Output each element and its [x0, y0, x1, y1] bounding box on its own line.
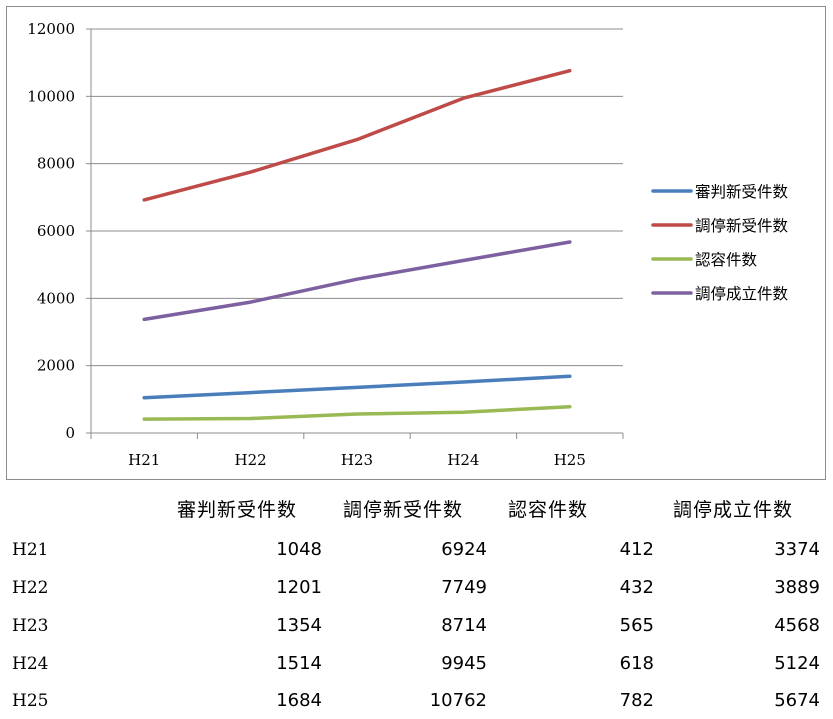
- series-line: [142, 374, 572, 400]
- x-tick-label: H24: [447, 451, 479, 469]
- table-cell: 565: [619, 615, 654, 636]
- table-cell: 1514: [276, 653, 322, 674]
- table-cell: 5124: [774, 653, 820, 674]
- y-tick-label: 10000: [27, 87, 75, 105]
- table-cell: 7749: [441, 577, 487, 598]
- y-tick-label: 0: [65, 424, 75, 442]
- x-tick-label: H22: [235, 451, 267, 469]
- table-cell: 1354: [276, 615, 322, 636]
- line-chart: 0 2000 4000 6000 8000 10000 12000 H21 H22 H23 H24…: [27, 20, 789, 469]
- series-lines: [142, 68, 572, 421]
- table-row: H24 1514 9945 618 5124: [0, 646, 833, 682]
- y-tick-labels: 0 2000 4000 6000 8000 10000 12000: [27, 20, 75, 442]
- table-cell: 8714: [441, 615, 487, 636]
- table-cell: 9945: [441, 653, 487, 674]
- x-tick-label: H25: [554, 451, 586, 469]
- x-tick-label: H21: [128, 451, 160, 469]
- table-row: H23 1354 8714 565 4568: [0, 608, 833, 644]
- legend-label: 調停新受件数: [695, 217, 789, 235]
- table-cell: 10762: [429, 690, 487, 711]
- x-tick-labels: H21 H22 H23 H24 H25: [128, 451, 586, 469]
- table-cell: 1684: [276, 690, 322, 711]
- table-cell: 412: [619, 539, 654, 560]
- table-row-label: H21: [12, 540, 49, 560]
- table-cell: 618: [619, 653, 654, 674]
- x-tick-label: H23: [341, 451, 373, 469]
- table-cell: 782: [619, 690, 654, 711]
- table-row: H21 1048 6924 412 3374: [0, 532, 833, 568]
- table-header-row: 審判新受件数 調停新受件数 認容件数 調停成立件数: [0, 492, 833, 528]
- axes: [86, 28, 624, 439]
- series-line: [142, 68, 572, 202]
- table-header-cell: 調停成立件数: [673, 499, 794, 521]
- y-tick-label: 12000: [27, 20, 75, 38]
- table-row-label: H24: [12, 654, 49, 674]
- table-row-label: H25: [12, 691, 49, 711]
- chart-frame: 0 2000 4000 6000 8000 10000 12000 H21 H22 H23 H24…: [6, 6, 826, 480]
- legend-label: 認容件数: [695, 251, 758, 269]
- table-header-cell: 調停新受件数: [343, 499, 464, 521]
- table-cell: 5674: [774, 690, 820, 711]
- legend-label: 調停成立件数: [695, 285, 789, 303]
- table-header-cell: 審判新受件数: [177, 499, 298, 521]
- series-line: [142, 404, 572, 421]
- table-row: H25 1684 10762 782 5674: [0, 683, 833, 719]
- y-tick-label: 8000: [37, 155, 75, 173]
- gridlines: [91, 28, 623, 367]
- table-row-label: H22: [12, 578, 49, 598]
- y-tick-label: 4000: [37, 289, 75, 307]
- table-cell: 3889: [774, 577, 820, 598]
- table-cell: 1048: [276, 539, 322, 560]
- table-row: H22 1201 7749 432 3889: [0, 570, 833, 606]
- table-cell: 3374: [774, 539, 820, 560]
- y-tick-label: 6000: [37, 222, 75, 240]
- table-cell: 432: [619, 577, 654, 598]
- table-row-label: H23: [12, 616, 49, 636]
- table-cell: 4568: [774, 615, 820, 636]
- table-header-cell: 認容件数: [508, 499, 589, 521]
- legend-label: 審判新受件数: [695, 183, 789, 201]
- table-cell: 1201: [276, 577, 322, 598]
- series-line: [142, 240, 572, 322]
- y-tick-label: 2000: [37, 357, 75, 375]
- table-cell: 6924: [441, 539, 487, 560]
